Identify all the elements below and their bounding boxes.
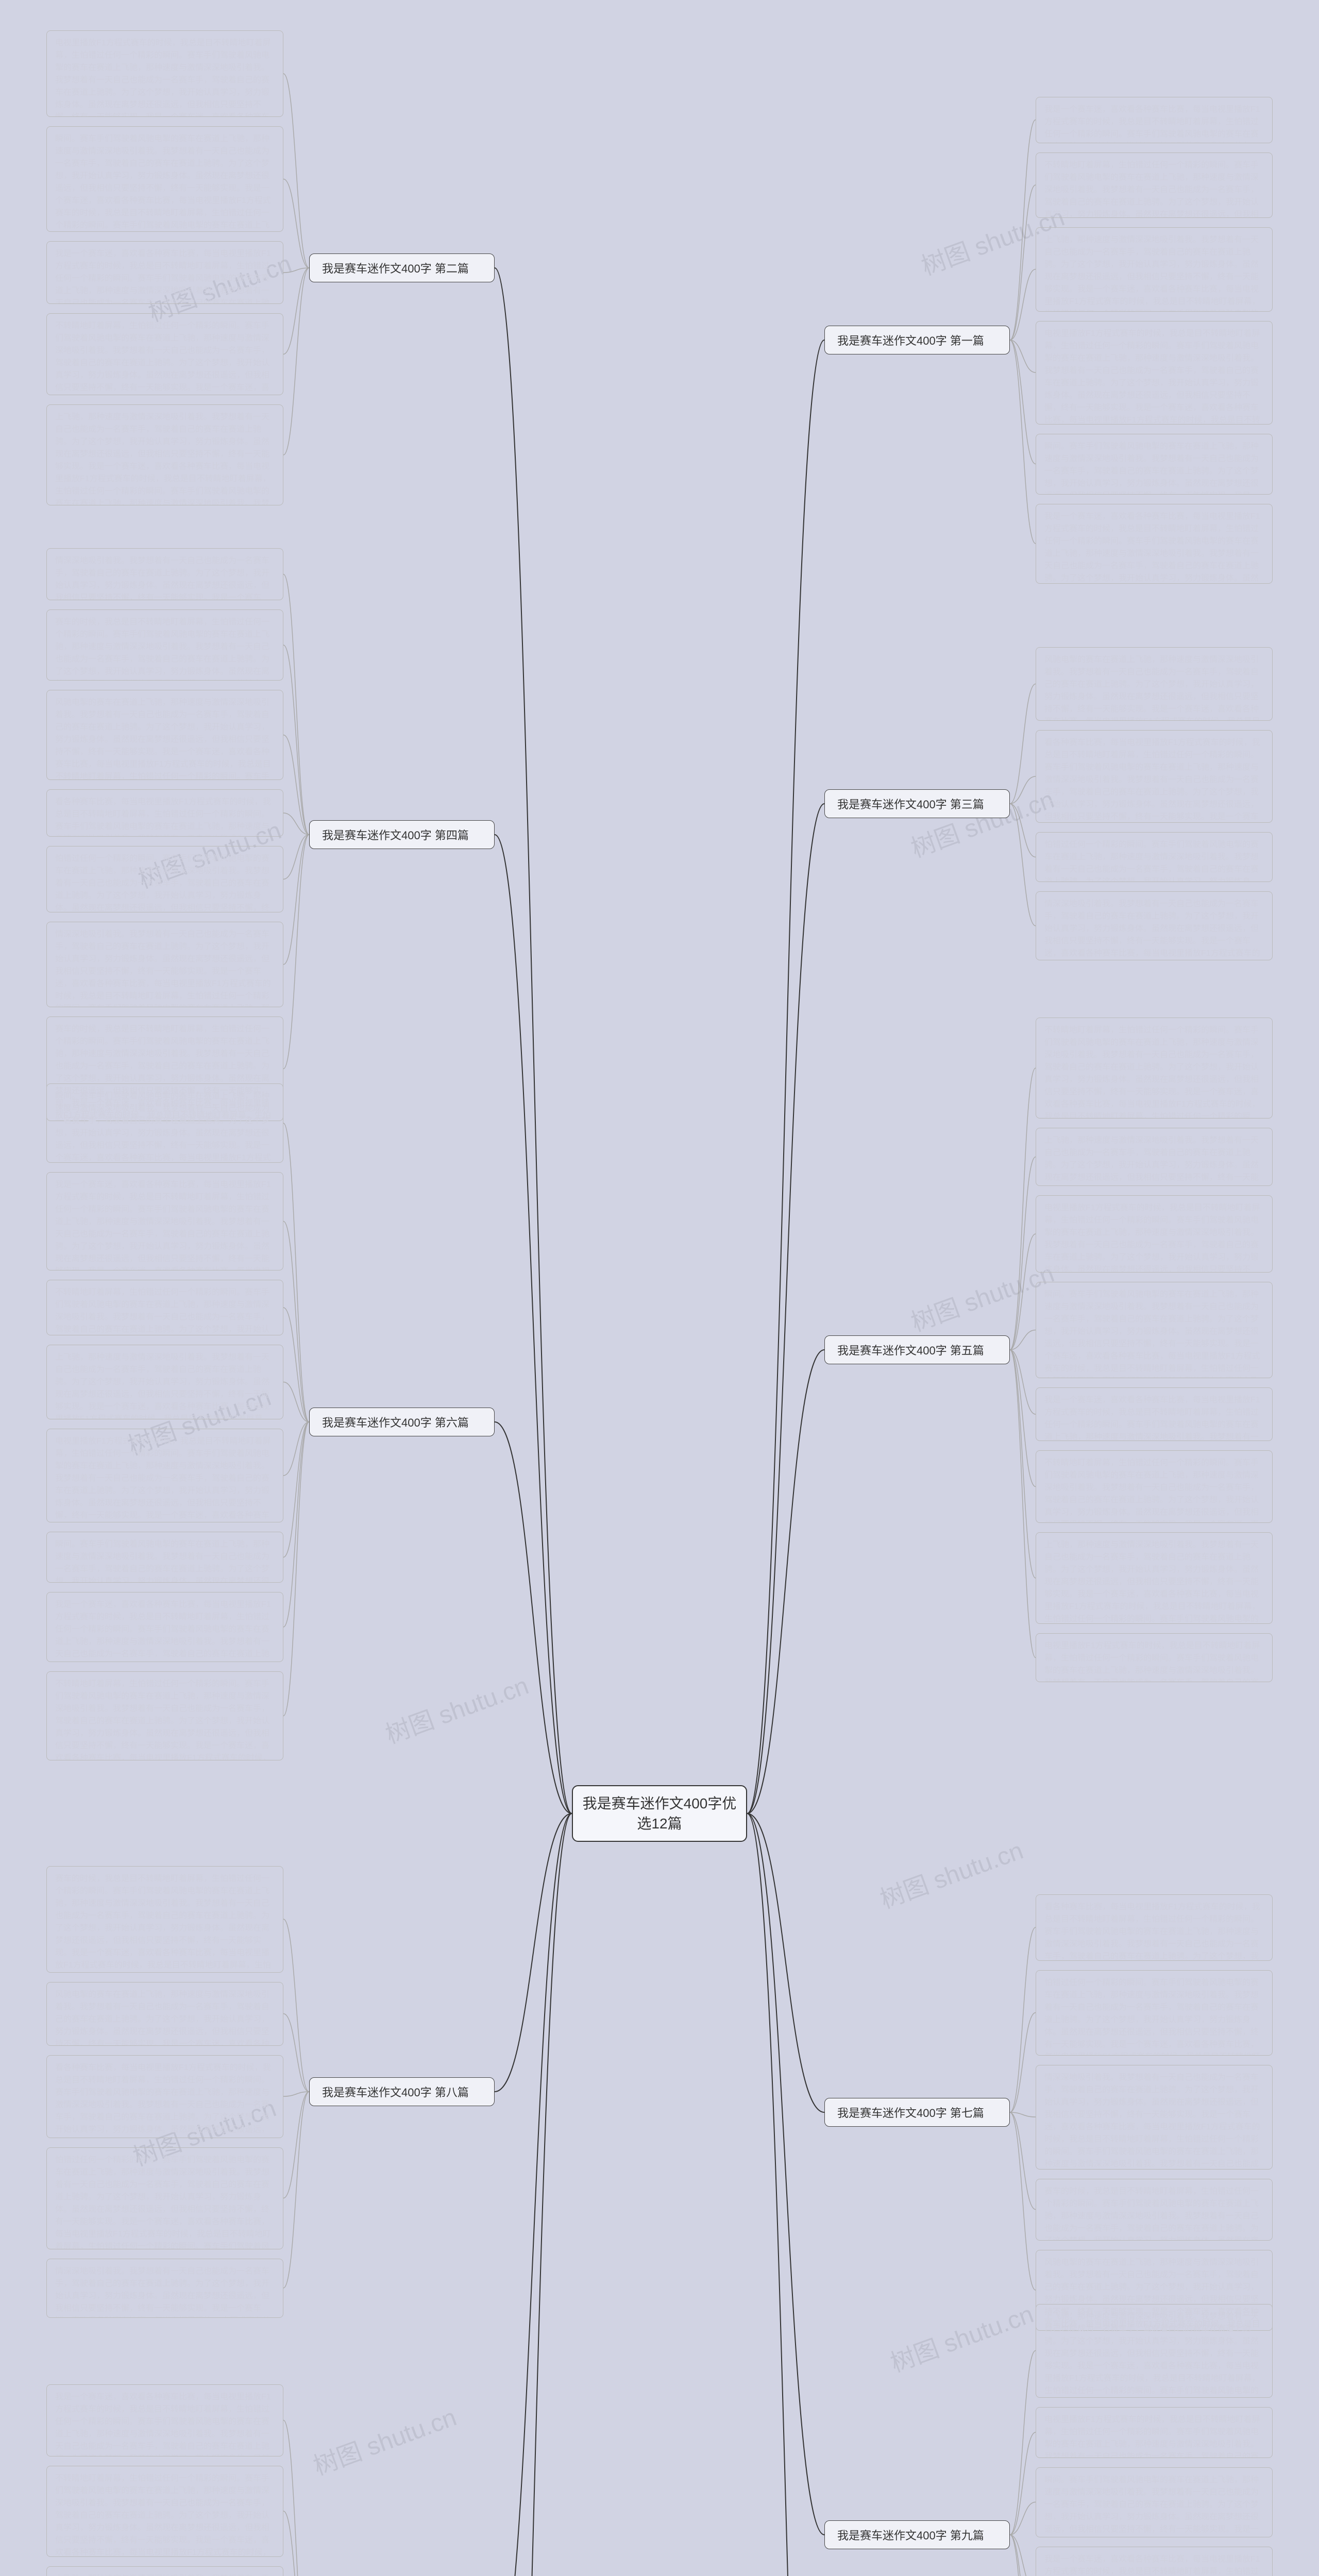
center-title: 我是赛车迷作文400字优选12篇 [581,1793,738,1834]
leaf-paragraph: 我是一个赛车迷，喜欢看各种赛车比赛，每当电视里播放F1方程式赛车的时候，我总是目… [46,1592,283,1662]
leaf-paragraph: 我是一个赛车迷，喜欢看各种赛车比赛，每当电视里播放F1方程式赛车的时候，我总是目… [1036,2547,1273,2576]
leaf-paragraph: 我是一个赛车迷，喜欢看各种赛车比赛，每当电视里播放F1方程式赛车的时候，我总是目… [1036,1387,1273,1441]
branch-title: 我是赛车迷作文400字 第六篇 [309,1408,495,1436]
leaf-paragraph: 上飞驰，那种速度与激情深深地吸引着我。我梦想着有一天自己也能成为一名赛车手，驾驶… [1036,1532,1273,1624]
leaf-paragraph: 风驰电掣的赛车在赛道上飞驰，那种速度与激情深深地吸引着我。我梦想着有一天自己也能… [46,1982,283,2046]
watermark: 树图 shutu.cn [874,1830,1027,1915]
leaf-paragraph: 电视里播放F1方程式赛车的时候，我总是目不转睛地盯着屏幕，生怕错过任何一个精彩的… [46,30,283,117]
branch-title: 我是赛车迷作文400字 第五篇 [824,1335,1010,1364]
leaf-paragraph: 不转睛地盯着屏幕，生怕错过任何一个精彩的瞬间。赛车手们驾驶着风驰电掣的赛车在赛道… [46,1280,283,1335]
leaf-paragraph: 我是一个赛车迷，喜欢看各种赛车比赛，每当电视里播放F1方程式赛车的时候，我总是目… [46,2384,283,2456]
leaf-paragraph: 情深深地吸引着我。我梦想着有一天自己也能成为一名赛车手，驾驶着自己的赛车在赛道上… [1036,2065,1273,2170]
leaf-paragraph: 电视里播放F1方程式赛车的时候，我总是目不转睛地盯着屏幕，生怕错过任何一个精彩的… [1036,1633,1273,1682]
leaf-paragraph: 瞬间。赛车手们驾驶着风驰电掣的赛车在赛道上飞驰，那种速度与激情深深地吸引着我。我… [46,1083,283,1163]
leaf-paragraph: 瞬间。赛车手们驾驶着风驰电掣的赛车在赛道上飞驰，那种速度与激情深深地吸引着我。我… [1036,2467,1273,2537]
leaf-paragraph: 看各种赛车比赛，每当电视里播放F1方程式赛车的时候，我总是目不转睛地盯着屏幕，生… [1036,1894,1273,1961]
leaf-paragraph: 瞬间。赛车手们驾驶着风驰电掣的赛车在赛道上飞驰，那种速度与激情深深地吸引着我。我… [1036,434,1273,495]
branch-title: 我是赛车迷作文400字 第四篇 [309,820,495,849]
leaf-paragraph: 不转睛地盯着屏幕，生怕错过任何一个精彩的瞬间。赛车手们驾驶着风驰电掣的赛车在赛道… [46,1671,283,1760]
leaf-paragraph: 上飞驰，那种速度与激情深深地吸引着我。我梦想着有一天自己也能成为一名赛车手，驾驶… [46,2566,283,2576]
leaf-paragraph: 瞬间。赛车手们驾驶着风驰电掣的赛车在赛道上飞驰，那种速度与激情深深地吸引着我。我… [1036,1282,1273,1378]
leaf-paragraph: 不转睛地盯着屏幕，生怕错过任何一个精彩的瞬间。赛车手们驾驶着风驰电掣的赛车在赛道… [1036,1018,1273,1118]
leaf-paragraph: 不转睛地盯着屏幕，生怕错过任何一个精彩的瞬间。赛车手们驾驶着风驰电掣的赛车在赛道… [1036,1450,1273,1523]
leaf-paragraph: 我是一个赛车迷，喜欢看各种赛车比赛，每当电视里播放F1方程式赛车的时候，我总是目… [46,1172,283,1270]
leaf-paragraph: 不转睛地盯着屏幕，生怕错过任何一个精彩的瞬间。赛车手们驾驶着风驰电掣的赛车在赛道… [46,313,283,395]
leaf-paragraph: 不转睛地盯着屏幕，生怕错过任何一个精彩的瞬间。赛车手们驾驶着风驰电掣的赛车在赛道… [46,2466,283,2557]
leaf-paragraph: 赛车的时候，我总是目不转睛地盯着屏幕，生怕错过任何一个精彩的瞬间。赛车手们驾驶着… [46,1866,283,1973]
leaf-paragraph: 怕错过任何一个精彩的瞬间。赛车手们驾驶着风驰电掣的赛车在赛道上飞驰，那种速度与激… [1036,832,1273,882]
leaf-paragraph: 看各种赛车比赛，每当电视里播放F1方程式赛车的时候，我总是目不转睛地盯着屏幕，生… [46,789,283,837]
leaf-paragraph: 看各种赛车比赛，每当电视里播放F1方程式赛车的时候，我总是目不转睛地盯着屏幕，生… [46,2055,283,2138]
branch-title: 我是赛车迷作文400字 第九篇 [824,2520,1010,2549]
leaf-paragraph: 瞬间。赛车手们驾驶着风驰电掣的赛车在赛道上飞驰，那种速度与激情深深地吸引着我。我… [46,126,283,232]
leaf-paragraph: 风驰电掣的赛车在赛道上飞驰，那种速度与激情深深地吸引着我。我梦想着有一天自己也能… [1036,647,1273,721]
leaf-paragraph: 情深深地吸引着我。我梦想着有一天自己也能成为一名赛车手，驾驶着自己的赛车在赛道上… [1036,891,1273,960]
leaf-paragraph: 情深深地吸引着我。我梦想着有一天自己也能成为一名赛车手，驾驶着自己的赛车在赛道上… [46,548,283,600]
leaf-paragraph: 上飞驰，那种速度与激情深深地吸引着我。我梦想着有一天自己也能成为一名赛车手，驾驶… [1036,227,1273,312]
leaf-paragraph: 上飞驰，那种速度与激情深深地吸引着我。我梦想着有一天自己也能成为一名赛车手，驾驶… [1036,1128,1273,1186]
leaf-paragraph: 上飞驰，那种速度与激情深深地吸引着我。我梦想着有一天自己也能成为一名赛车手，驾驶… [46,1345,283,1419]
leaf-paragraph: 瞬间。赛车手们驾驶着风驰电掣的赛车在赛道上飞驰，那种速度与激情深深地吸引着我。我… [46,1532,283,1583]
leaf-paragraph: 怕错过任何一个精彩的瞬间。赛车手们驾驶着风驰电掣的赛车在赛道上飞驰，那种速度与激… [1036,1970,1273,2056]
leaf-paragraph: 我是一个赛车迷，喜欢看各种赛车比赛，每当电视里播放F1方程式赛车的时候，我总是目… [1036,97,1273,143]
branch-title: 我是赛车迷作文400字 第三篇 [824,789,1010,818]
leaf-paragraph: 电视里播放F1方程式赛车的时候，我总是目不转睛地盯着屏幕，生怕错过任何一个精彩的… [1036,1195,1273,1273]
leaf-paragraph: 怕错过任何一个精彩的瞬间。赛车手们驾驶着风驰电掣的赛车在赛道上飞驰，那种速度与激… [46,2147,283,2249]
watermark: 树图 shutu.cn [380,1665,533,1750]
leaf-paragraph: 上飞驰，那种速度与激情深深地吸引着我。我梦想着有一天自己也能成为一名赛车手，驾驶… [46,404,283,505]
leaf-paragraph: 电视里播放F1方程式赛车的时候，我总是目不转睛地盯着屏幕，生怕错过任何一个精彩的… [1036,321,1273,425]
branch-title: 我是赛车迷作文400字 第七篇 [824,2098,1010,2127]
leaf-paragraph: 情深深地吸引着我。我梦想着有一天自己也能成为一名赛车手，驾驶着自己的赛车在赛道上… [46,2259,283,2318]
leaf-paragraph: 赛车的时候，我总是目不转睛地盯着屏幕，生怕错过任何一个精彩的瞬间。赛车手们驾驶着… [46,609,283,681]
leaf-paragraph: 电视里播放F1方程式赛车的时候，我总是目不转睛地盯着屏幕，生怕错过任何一个精彩的… [1036,2407,1273,2458]
leaf-paragraph: 赛车的时候，我总是目不转睛地盯着屏幕，生怕错过任何一个精彩的瞬间。赛车手们驾驶着… [1036,2179,1273,2241]
leaf-paragraph: 看各种赛车比赛，每当电视里播放F1方程式赛车的时候，我总是目不转睛地盯着屏幕，生… [1036,730,1273,823]
leaf-paragraph: 怕错过任何一个精彩的瞬间。赛车手们驾驶着风驰电掣的赛车在赛道上飞驰，那种速度与激… [46,846,283,912]
watermark: 树图 shutu.cn [885,2294,1038,2379]
watermark: 树图 shutu.cn [308,2397,461,2482]
leaf-paragraph: 不转睛地盯着屏幕，生怕错过任何一个精彩的瞬间。赛车手们驾驶着风驰电掣的赛车在赛道… [1036,152,1273,218]
leaf-paragraph: 风驰电掣的赛车在赛道上飞驰，那种速度与激情深深地吸引着我。我梦想着有一天自己也能… [46,690,283,780]
leaf-paragraph: 电视里播放F1方程式赛车的时候，我总是目不转睛地盯着屏幕，生怕错过任何一个精彩的… [46,1429,283,1522]
leaf-paragraph: 上飞驰，那种速度与激情深深地吸引着我。我梦想着有一天自己也能成为一名赛车手，驾驶… [1036,2304,1273,2398]
center-node: 我是赛车迷作文400字优选12篇 [572,1785,747,1842]
branch-title: 我是赛车迷作文400字 第二篇 [309,253,495,282]
leaf-paragraph: 我是一个赛车迷，喜欢看各种赛车比赛，每当电视里播放F1方程式赛车的时候，我总是目… [1036,504,1273,584]
leaf-paragraph: 我是一个赛车迷，喜欢看各种赛车比赛，每当电视里播放F1方程式赛车的时候，我总是目… [46,241,283,304]
branch-title: 我是赛车迷作文400字 第八篇 [309,2077,495,2106]
branch-title: 我是赛车迷作文400字 第一篇 [824,326,1010,354]
leaf-paragraph: 情深深地吸引着我。我梦想着有一天自己也能成为一名赛车手，驾驶着自己的赛车在赛道上… [46,922,283,1007]
